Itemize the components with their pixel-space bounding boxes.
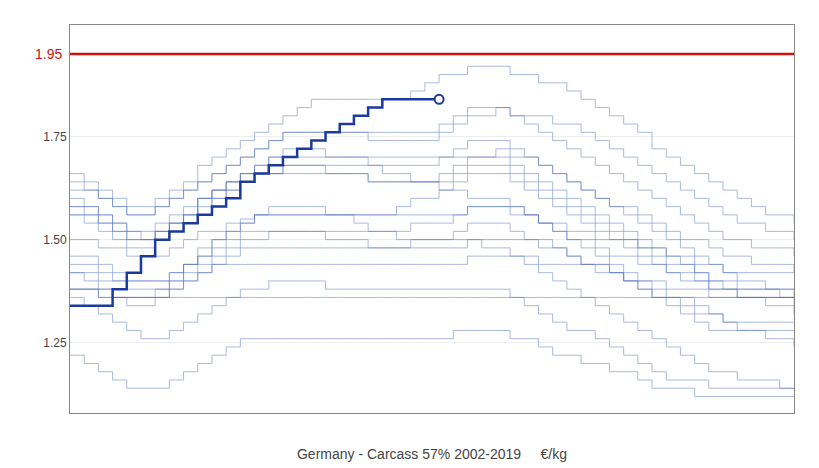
svg-text:1.25: 1.25 xyxy=(43,336,67,350)
svg-text:Germany - Carcass 57% 2002-201: Germany - Carcass 57% 2002-2019 €/kg xyxy=(297,446,567,462)
svg-text:1.95: 1.95 xyxy=(35,46,62,62)
svg-text:1.50: 1.50 xyxy=(43,233,67,247)
svg-text:1.75: 1.75 xyxy=(43,130,67,144)
